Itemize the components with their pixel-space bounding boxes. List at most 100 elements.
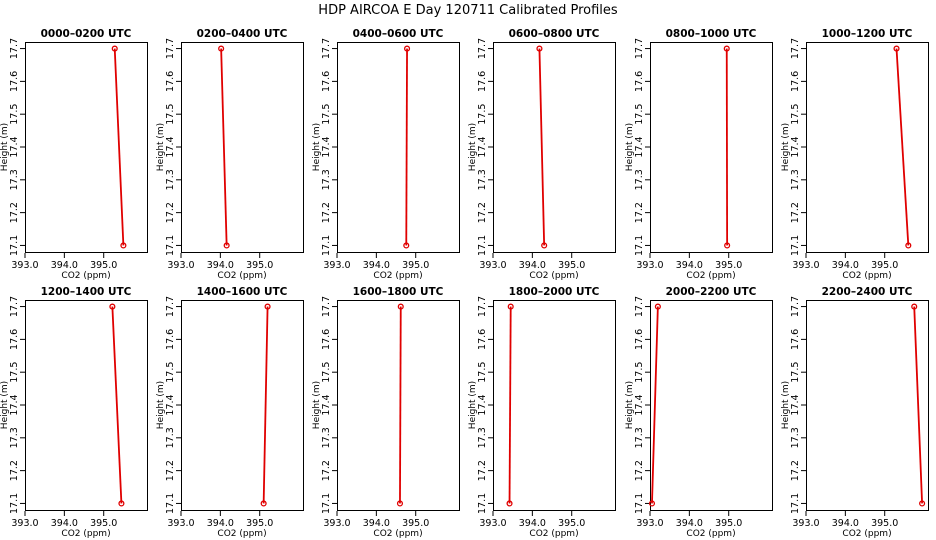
data-point — [893, 45, 900, 52]
y-tick-label: 17.6 — [165, 71, 176, 92]
plot-frame — [181, 42, 304, 253]
y-tick-label: 17.3 — [634, 169, 645, 190]
y-tick-label: 17.4 — [477, 394, 488, 415]
y-tick-label: 17.4 — [165, 136, 176, 157]
y-tick-label: 17.7 — [321, 296, 332, 317]
y-tick-label: 17.1 — [321, 493, 332, 514]
y-tick-label: 17.1 — [790, 493, 801, 514]
y-tick-label: 17.6 — [477, 71, 488, 92]
y-tick-label: 17.3 — [165, 169, 176, 190]
y-tick-label: 17.7 — [790, 296, 801, 317]
x-tick-label: 395.0 — [871, 260, 898, 271]
plot-frame — [806, 42, 929, 253]
y-tick-label: 17.6 — [790, 71, 801, 92]
y-tick-label: 17.5 — [321, 362, 332, 383]
data-point — [396, 500, 404, 507]
y-tick-label: 17.4 — [477, 136, 488, 157]
y-axis-label: Height (m) — [781, 123, 791, 171]
x-tick-label: 394.0 — [207, 518, 234, 529]
y-tick-label: 17.1 — [790, 235, 801, 256]
plot-frame — [806, 300, 929, 511]
x-tick-label: 394.0 — [207, 260, 234, 271]
y-tick-label: 17.2 — [634, 460, 645, 481]
y-tick-label: 17.4 — [9, 136, 20, 157]
profile-line — [895, 48, 910, 246]
x-tick-label: 393.0 — [479, 260, 506, 271]
x-tick-label: 395.0 — [558, 260, 585, 271]
y-tick-label: 17.3 — [790, 169, 801, 190]
y-axis-label: Height (m) — [625, 123, 635, 171]
data-point — [260, 500, 267, 507]
y-tick-label: 17.7 — [321, 38, 332, 59]
profile-line — [113, 48, 125, 246]
data-point — [264, 303, 271, 310]
y-tick-label: 17.1 — [477, 235, 488, 256]
y-tick-label: 17.5 — [165, 104, 176, 125]
y-axis-label: Height (m) — [156, 381, 166, 429]
y-tick-label: 17.2 — [165, 202, 176, 223]
panel-title: 2200–2400 UTC — [822, 286, 913, 298]
panel-title: 0400–0600 UTC — [353, 28, 444, 40]
y-tick-label: 17.3 — [634, 427, 645, 448]
y-axis-label: Height (m) — [781, 381, 791, 429]
y-tick-label: 17.4 — [790, 136, 801, 157]
x-axis-label: CO2 (ppm) — [217, 271, 266, 281]
plot-frame — [25, 42, 148, 253]
x-tick-label: 393.0 — [11, 518, 38, 529]
x-tick-label: 395.0 — [715, 260, 742, 271]
x-axis-label: CO2 (ppm) — [373, 529, 422, 539]
profile-line — [913, 306, 923, 504]
x-axis-label: CO2 (ppm) — [529, 271, 578, 281]
y-tick-label: 17.4 — [9, 394, 20, 415]
y-tick-label: 17.1 — [634, 235, 645, 256]
y-tick-label: 17.5 — [634, 104, 645, 125]
y-tick-label: 17.6 — [321, 329, 332, 350]
x-tick-label: 395.0 — [90, 260, 117, 271]
y-tick-label: 17.7 — [165, 296, 176, 317]
y-tick-label: 17.5 — [790, 104, 801, 125]
panel-title: 1600–1800 UTC — [353, 286, 444, 298]
x-tick-label: 394.0 — [832, 518, 859, 529]
y-tick-label: 17.2 — [477, 460, 488, 481]
profile-line — [405, 48, 408, 246]
y-axis-label: Height (m) — [0, 123, 10, 171]
y-tick-label: 17.1 — [165, 493, 176, 514]
y-tick-label: 17.5 — [477, 104, 488, 125]
data-point — [397, 303, 404, 310]
x-tick-label: 395.0 — [402, 518, 429, 529]
data-point — [648, 500, 656, 507]
data-point — [541, 242, 548, 249]
y-tick-label: 17.1 — [321, 235, 332, 256]
x-tick-label: 393.0 — [11, 260, 38, 271]
plot-frame — [181, 300, 304, 511]
y-tick-label: 17.6 — [477, 329, 488, 350]
data-point — [911, 303, 918, 310]
y-tick-label: 17.2 — [477, 202, 488, 223]
data-point — [507, 303, 514, 310]
x-tick-label: 395.0 — [90, 518, 117, 529]
y-tick-label: 17.3 — [165, 427, 176, 448]
x-tick-label: 395.0 — [246, 260, 273, 271]
y-tick-label: 17.2 — [790, 202, 801, 223]
x-axis-label: CO2 (ppm) — [686, 529, 735, 539]
data-point — [724, 242, 731, 249]
y-tick-label: 17.3 — [9, 427, 20, 448]
x-tick-label: 394.0 — [519, 518, 546, 529]
y-tick-label: 17.7 — [477, 38, 488, 59]
y-tick-label: 17.5 — [9, 104, 20, 125]
x-tick-label: 393.0 — [636, 518, 663, 529]
y-tick-label: 17.6 — [9, 71, 20, 92]
y-tick-label: 17.1 — [634, 493, 645, 514]
y-tick-label: 17.6 — [321, 71, 332, 92]
y-tick-label: 17.7 — [165, 38, 176, 59]
y-tick-label: 17.1 — [9, 493, 20, 514]
y-tick-label: 17.4 — [165, 394, 176, 415]
y-tick-label: 17.7 — [634, 38, 645, 59]
y-tick-label: 17.4 — [790, 394, 801, 415]
data-point — [919, 500, 926, 507]
y-axis-label: Height (m) — [312, 381, 322, 429]
y-tick-label: 17.4 — [321, 394, 332, 415]
x-tick-label: 393.0 — [479, 518, 506, 529]
plot-frame — [493, 300, 616, 511]
